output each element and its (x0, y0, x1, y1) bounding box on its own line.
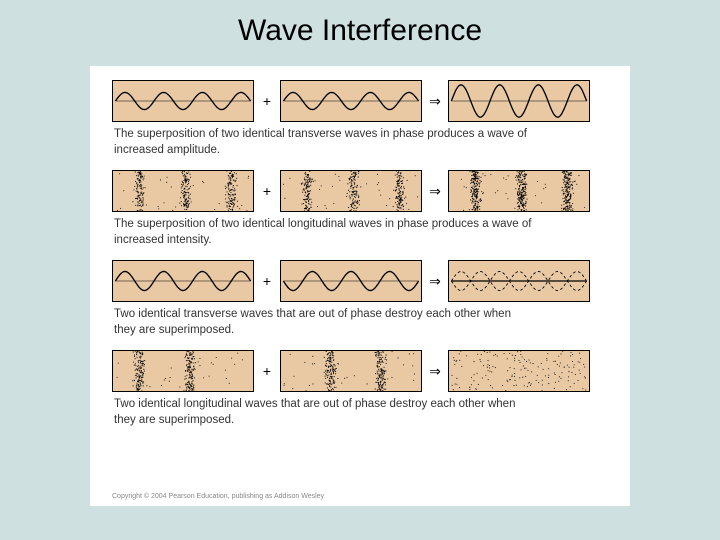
arrow-operator: ⇒ (428, 183, 442, 200)
arrow-operator: ⇒ (428, 363, 442, 380)
plus-operator: + (260, 93, 274, 109)
diagram-row: +⇒ (112, 350, 608, 392)
plus-operator: + (260, 363, 274, 379)
row-caption: Two identical transverse waves that are … (114, 307, 534, 338)
figure-area: +⇒The superposition of two identical tra… (90, 66, 630, 506)
page-title: Wave Interference (0, 0, 720, 48)
wave-panel (280, 260, 422, 302)
arrow-operator: ⇒ (428, 273, 442, 290)
wave-panel (448, 260, 590, 302)
row-caption: The superposition of two identical longi… (114, 217, 534, 248)
wave-panel (280, 170, 422, 212)
arrow-operator: ⇒ (428, 93, 442, 110)
diagram-row: +⇒ (112, 80, 608, 122)
copyright-text: Copyright © 2004 Pearson Education, publ… (112, 493, 324, 500)
wave-panel (448, 80, 590, 122)
wave-panel (112, 260, 254, 302)
wave-panel (112, 350, 254, 392)
wave-panel (280, 350, 422, 392)
wave-panel (448, 170, 590, 212)
wave-panel (112, 80, 254, 122)
row-caption: Two identical longitudinal waves that ar… (114, 397, 534, 428)
wave-panel (448, 350, 590, 392)
diagram-row: +⇒ (112, 170, 608, 212)
diagram-row: +⇒ (112, 260, 608, 302)
plus-operator: + (260, 273, 274, 289)
wave-panel (112, 170, 254, 212)
wave-panel (280, 80, 422, 122)
row-caption: The superposition of two identical trans… (114, 127, 534, 158)
plus-operator: + (260, 183, 274, 199)
